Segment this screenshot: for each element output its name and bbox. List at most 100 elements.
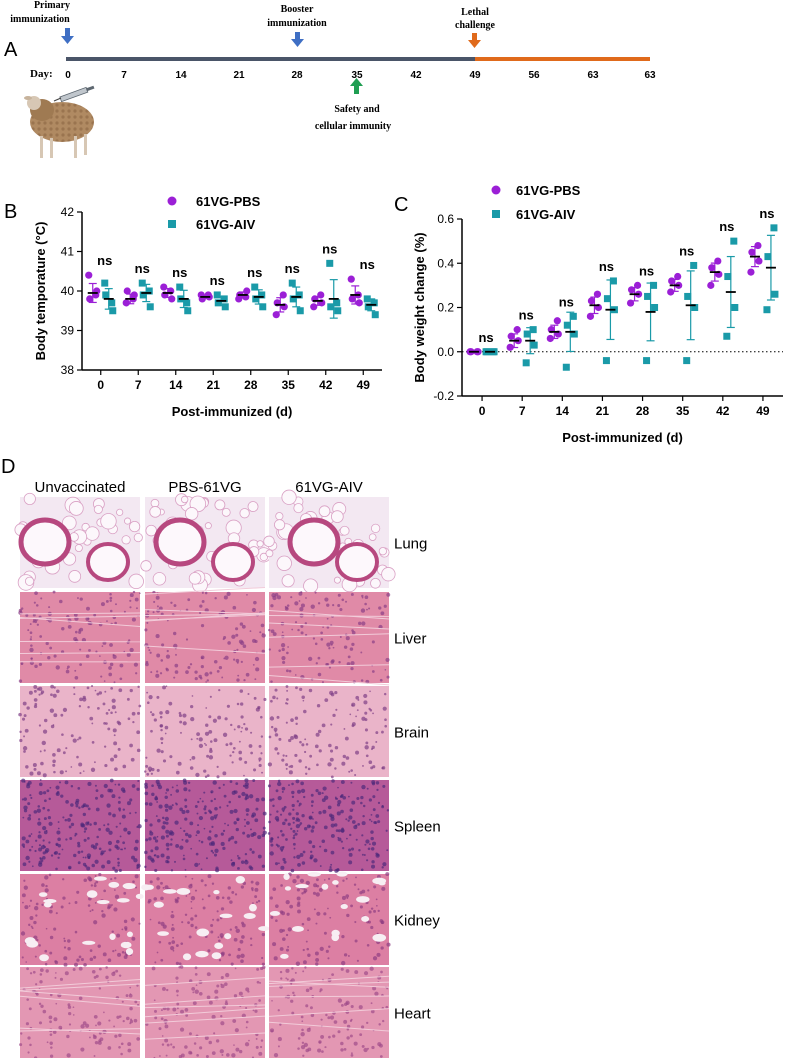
tissue-nucleus — [131, 936, 136, 941]
tissue-nucleus — [114, 949, 117, 952]
data-point-pbs — [668, 277, 676, 285]
tissue-alveolus — [370, 523, 381, 533]
tissue-nucleus — [20, 931, 26, 936]
tissue-nucleus — [188, 789, 191, 792]
down-arrow-icon — [468, 33, 481, 48]
tissue-nucleus — [20, 607, 24, 610]
data-point-pbs — [587, 297, 596, 305]
tissue-nucleus — [307, 929, 309, 932]
data-point-aiv — [288, 279, 296, 287]
tissue-nucleus — [91, 722, 94, 725]
tissue-nucleus — [386, 987, 389, 990]
tissue-nucleus — [70, 766, 73, 768]
tissue-nucleus — [229, 928, 232, 931]
tissue-nucleus — [42, 856, 46, 860]
tissue-nucleus — [45, 884, 48, 888]
tissue-nucleus — [18, 679, 23, 683]
tissue-nucleus — [132, 880, 135, 884]
tissue-nucleus — [29, 972, 33, 975]
data-point-pbs — [347, 275, 355, 283]
tissue-nucleus — [39, 635, 43, 638]
tissue-nucleus — [187, 781, 191, 784]
data-point-aiv — [691, 304, 699, 311]
tissue-nucleus — [361, 821, 366, 826]
tissue-nucleus — [329, 640, 334, 645]
tissue-nucleus — [187, 666, 191, 670]
tissue-nucleus — [109, 778, 114, 783]
tissue-nucleus — [30, 644, 33, 647]
significance-label: ns — [247, 265, 262, 280]
tissue-nucleus — [375, 740, 378, 743]
tissue-nucleus — [226, 804, 229, 807]
tissue-nucleus — [281, 656, 286, 661]
tissue-tubule-lumen — [235, 875, 246, 884]
tissue-nucleus — [148, 769, 152, 773]
tissue-nucleus — [35, 914, 38, 917]
data-point-aiv — [176, 283, 184, 291]
tissue-nucleus — [68, 1023, 72, 1026]
tissue-nucleus — [56, 748, 61, 753]
tissue-nucleus — [24, 905, 29, 910]
tissue-nucleus — [273, 1053, 279, 1058]
tissue-nucleus — [304, 633, 308, 637]
tissue-nucleus — [118, 1033, 122, 1038]
tissue-nucleus — [91, 969, 96, 974]
significance-label: ns — [360, 257, 375, 272]
tissue-nucleus — [368, 818, 371, 821]
tissue-nucleus — [383, 604, 387, 608]
tissue-nucleus — [46, 1041, 49, 1044]
tissue-nucleus — [174, 899, 179, 904]
tissue-nucleus — [301, 922, 305, 926]
tissue-nucleus — [27, 780, 32, 785]
tissue-nucleus — [21, 956, 24, 959]
tissue-nucleus — [345, 877, 348, 880]
tissue-nucleus — [364, 728, 368, 732]
tissue-nucleus — [68, 866, 71, 870]
tissue-nucleus — [348, 795, 350, 798]
tissue-nucleus — [314, 591, 317, 594]
tissue-nucleus — [41, 883, 45, 887]
tissue-nucleus — [315, 732, 320, 737]
tissue-nucleus — [340, 840, 343, 843]
tissue-nucleus — [359, 905, 363, 909]
data-point-pbs — [714, 257, 722, 265]
tissue-nucleus — [366, 787, 369, 790]
tissue-nucleus — [185, 670, 189, 674]
tissue-nucleus — [77, 841, 81, 845]
tissue-nucleus — [166, 847, 170, 851]
tissue-nucleus — [53, 654, 57, 658]
tissue-nucleus — [98, 987, 102, 990]
tissue-nucleus — [138, 704, 142, 708]
tissue-nucleus — [192, 1001, 197, 1006]
tissue-nucleus — [55, 785, 60, 790]
tissue-nucleus — [227, 824, 230, 827]
tissue-nucleus — [226, 1053, 230, 1057]
tissue-nucleus — [61, 848, 64, 851]
tissue-nucleus — [83, 838, 87, 842]
data-point-aiv — [370, 299, 378, 307]
tissue-nucleus — [277, 796, 282, 801]
tissue-nucleus — [290, 999, 294, 1003]
tissue-nucleus — [100, 850, 105, 855]
tissue-nucleus — [204, 672, 209, 677]
tissue-nucleus — [279, 829, 283, 833]
tissue-nucleus — [367, 889, 370, 892]
tissue-nucleus — [357, 822, 361, 826]
tissue-fiber — [268, 1021, 390, 1032]
tissue-nucleus — [231, 634, 236, 639]
tissue-nucleus — [293, 735, 299, 740]
x-tick-label: 7 — [519, 404, 526, 418]
tissue-nucleus — [95, 842, 99, 846]
event-lethal-line2: challenge — [455, 20, 496, 31]
tissue-nucleus — [113, 734, 116, 737]
tissue-nucleus — [158, 940, 162, 944]
y-tick-label: 0.4 — [437, 256, 454, 270]
tissue-nucleus — [86, 606, 90, 611]
tissue-nucleus — [42, 806, 46, 810]
tissue-fiber — [19, 652, 141, 655]
tissue-nucleus — [209, 695, 212, 698]
tissue-nucleus — [65, 747, 68, 750]
tissue-nucleus — [100, 602, 105, 607]
tissue-nucleus — [307, 656, 313, 662]
tissue-nucleus — [156, 768, 160, 772]
